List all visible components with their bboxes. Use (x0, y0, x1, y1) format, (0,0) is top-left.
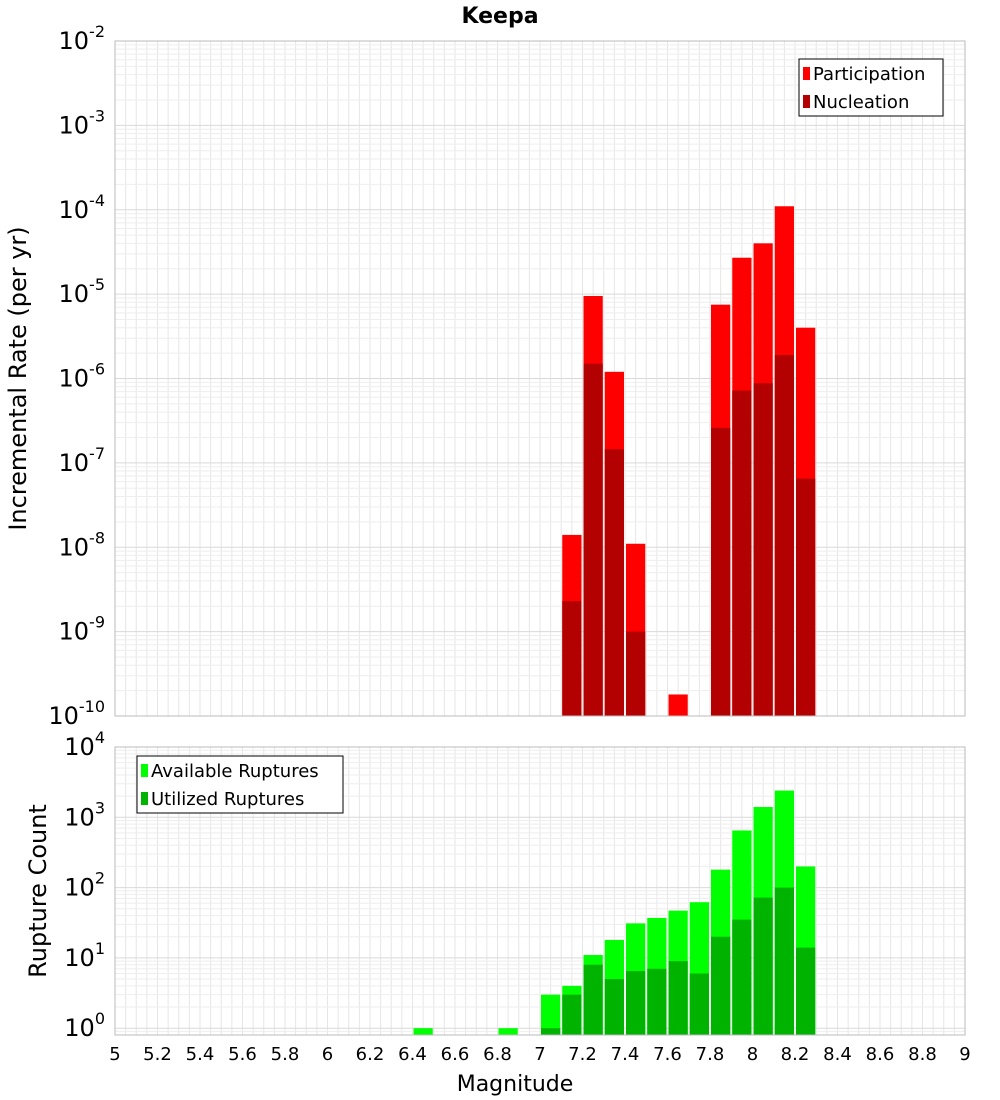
legend-swatch (803, 67, 810, 80)
bar (413, 1028, 433, 1035)
y-tick-label: 10-10 (48, 697, 105, 730)
bar (583, 964, 603, 1035)
bar (541, 994, 561, 1035)
bar (753, 897, 773, 1035)
x-tick-label: 5.2 (143, 1044, 172, 1065)
bar (753, 383, 773, 716)
x-axis-ticks: 5 5.2 5.4 5.6 5.8 6 6.2 6.4 6.6 6.8 7 7.2 7.4 7.6 7.8 8… (109, 1044, 970, 1065)
bar (647, 968, 667, 1035)
bar (604, 979, 624, 1035)
panel-bottom: 104 103 102 101 100 Rupture Count 5 5.2 5.4 5.6 5.… (24, 728, 971, 1097)
x-tick-label: 9 (959, 1044, 970, 1065)
y-tick-label: 10-9 (59, 613, 106, 646)
y-tick-label: 10-4 (59, 191, 106, 224)
x-tick-label: 6.6 (441, 1044, 470, 1065)
x-tick-label: 6.2 (356, 1044, 385, 1065)
x-tick-label: 8.4 (823, 1044, 852, 1065)
bar (626, 631, 646, 716)
x-tick-label: 8.6 (866, 1044, 895, 1065)
y-axis-label: Incremental Rate (per yr) (4, 226, 32, 530)
y-tick-label: 10-2 (59, 22, 106, 55)
grid (114, 40, 966, 717)
bar (668, 961, 688, 1035)
y-axis-ticks: 10-2 10-3 10-4 10-5 10-6 10-7 10-8 10-9 10-10 (48, 22, 105, 730)
legend-swatch (803, 95, 810, 108)
bar (562, 601, 582, 716)
y-tick-label: 10-7 (59, 444, 106, 477)
legend-label: Available Ruptures (151, 761, 319, 782)
bar (498, 1028, 518, 1035)
x-tick-label: 5 (109, 1044, 120, 1065)
y-tick-label: 102 (64, 869, 105, 902)
y-tick-label: 101 (64, 939, 105, 972)
y-tick-label: 10-8 (59, 528, 106, 561)
plot-frame (114, 746, 966, 1036)
bar (668, 694, 688, 716)
bar (774, 354, 794, 716)
bar (796, 478, 816, 716)
legend-box (798, 58, 944, 117)
series-utilized-ruptures (541, 887, 816, 1035)
y-tick-label: 10-5 (59, 275, 106, 308)
bar (732, 919, 752, 1035)
y-axis-label: Rupture Count (24, 804, 52, 978)
legend-box (136, 755, 344, 814)
x-tick-label: 5.4 (186, 1044, 215, 1065)
y-tick-label: 104 (64, 728, 105, 761)
legend-label: Utilized Ruptures (151, 789, 304, 810)
legend-swatch (141, 792, 148, 805)
bar (711, 936, 731, 1035)
y-tick-label: 10-6 (59, 360, 106, 393)
x-tick-label: 8.8 (908, 1044, 937, 1065)
plot-frame (114, 40, 966, 717)
legend-label: Participation (813, 64, 925, 85)
x-tick-label: 8.2 (781, 1044, 810, 1065)
legend-label: Nucleation (813, 92, 909, 113)
x-tick-label: 7.2 (568, 1044, 597, 1065)
bar (562, 994, 582, 1035)
x-tick-label: 7.8 (696, 1044, 725, 1065)
y-axis-ticks: 104 103 102 101 100 (64, 728, 105, 1042)
x-tick-label: 5.6 (228, 1044, 257, 1065)
bar (604, 449, 624, 716)
bar (583, 363, 603, 716)
x-tick-label: 8 (747, 1044, 758, 1065)
bar (711, 427, 731, 716)
legend: Participation Nucleation (798, 58, 944, 117)
x-tick-label: 7 (534, 1044, 545, 1065)
bar (796, 947, 816, 1035)
x-tick-label: 6.4 (398, 1044, 427, 1065)
x-tick-label: 6.8 (483, 1044, 512, 1065)
bar (774, 887, 794, 1035)
series-nucleation (562, 354, 816, 716)
x-tick-label: 7.4 (611, 1044, 640, 1065)
bar (541, 1028, 561, 1035)
x-tick-label: 7.6 (653, 1044, 682, 1065)
x-axis-label: Magnitude (457, 1072, 574, 1097)
x-tick-label: 6 (322, 1044, 333, 1065)
legend: Available Ruptures Utilized Ruptures (136, 755, 344, 814)
bar (626, 971, 646, 1035)
panel-top: 10-2 10-3 10-4 10-5 10-6 10-7 10-8 10-9 10-10 Inc… (4, 4, 966, 730)
y-tick-label: 103 (64, 798, 105, 831)
bar (732, 390, 752, 716)
y-tick-label: 10-3 (59, 106, 106, 139)
bar (689, 973, 709, 1035)
y-tick-label: 100 (64, 1009, 105, 1042)
chart-title: Keepa (461, 4, 538, 29)
x-tick-label: 5.8 (271, 1044, 300, 1065)
legend-swatch (141, 764, 148, 777)
